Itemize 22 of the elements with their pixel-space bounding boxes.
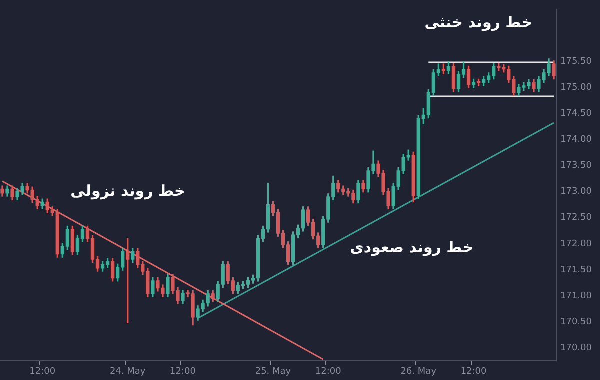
y-tick-label: 175.00 — [560, 82, 592, 93]
y-tick-label: 174.00 — [560, 135, 592, 146]
annotation: خط روند صعودی — [350, 238, 474, 257]
annotation: خط روند نزولی — [70, 182, 186, 200]
x-tick-label: 26. May — [400, 366, 438, 377]
x-tick-label: 12:00 — [460, 366, 488, 377]
x-tick-label: 24. May — [110, 366, 146, 377]
y-tick-label: 170.00 — [560, 344, 592, 354]
y-tick-label: 171.00 — [560, 291, 592, 302]
y-tick-label: 174.50 — [560, 108, 592, 119]
y-tick-label: 175.50 — [560, 56, 592, 67]
annotation: خط روند خنثی — [424, 13, 533, 32]
y-tick-label: 171.50 — [560, 265, 592, 276]
y-tick-label: 172.00 — [560, 239, 592, 250]
x-tick-label: 12:00 — [170, 366, 196, 377]
x-tick-label: 12:00 — [315, 366, 342, 377]
y-tick-label: 173.50 — [560, 161, 592, 172]
y-tick-label: 173.00 — [560, 187, 592, 198]
x-tick-label: 12:00 — [30, 366, 56, 377]
y-tick-label: 170.50 — [560, 317, 592, 328]
x-tick-label: 25. May — [255, 366, 292, 377]
y-tick-label: 172.50 — [560, 213, 592, 224]
